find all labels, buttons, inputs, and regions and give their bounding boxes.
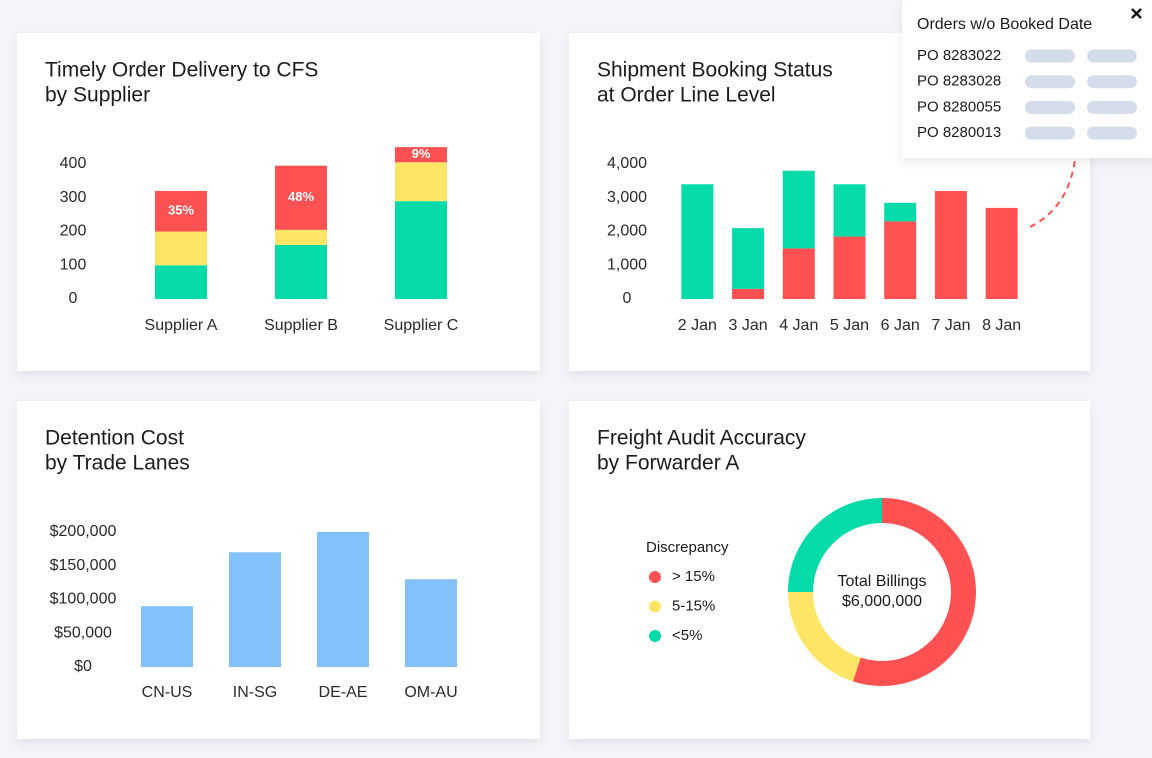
legend-label: <5%	[672, 627, 702, 644]
bar-segment	[732, 228, 765, 289]
bar-segment	[395, 162, 447, 202]
po-number: PO 8283022	[917, 47, 1001, 64]
bar	[141, 606, 193, 667]
x-tick-label: OM-AU	[404, 684, 457, 701]
chart-title: Detention Cost	[45, 427, 184, 450]
chart-title: Timely Order Delivery to CFS	[45, 59, 318, 82]
close-button[interactable]	[1131, 8, 1142, 19]
popup-title: Orders w/o Booked Date	[917, 16, 1092, 33]
y-tick-label: $0	[74, 658, 92, 675]
chart-title: by Trade Lanes	[45, 452, 190, 475]
y-tick-label: 1,000	[607, 256, 647, 273]
bar-label: 48%	[288, 189, 314, 204]
y-tick-label: 2,000	[607, 223, 647, 240]
bar-label: 9%	[412, 146, 431, 161]
po-number: PO 8280013	[917, 124, 1001, 141]
chart-title: at Order Line Level	[597, 84, 776, 107]
y-tick-label: $200,000	[50, 523, 117, 540]
bar	[405, 579, 457, 667]
y-tick-label: $50,000	[54, 624, 112, 641]
panel	[569, 401, 1090, 739]
y-tick-label: 0	[623, 290, 632, 307]
placeholder	[1025, 100, 1075, 114]
placeholder	[1025, 126, 1075, 140]
x-tick-label: 2 Jan	[678, 317, 717, 334]
bar-segment	[155, 191, 207, 232]
center-label: Total Billings	[838, 573, 927, 590]
y-tick-label: 300	[60, 189, 87, 206]
placeholder	[1087, 49, 1137, 63]
legend-marker	[649, 571, 661, 583]
x-tick-label: CN-US	[142, 684, 193, 701]
y-tick-label: 100	[60, 256, 87, 273]
placeholder	[1025, 75, 1075, 89]
legend-marker	[649, 600, 661, 613]
bar-segment	[782, 170, 815, 249]
legend-label: > 15%	[672, 568, 715, 585]
placeholder	[1087, 126, 1137, 140]
chart-title: Freight Audit Accuracy	[597, 427, 806, 450]
bar-label: 35%	[168, 203, 194, 218]
x-tick-label: 8 Jan	[982, 317, 1021, 334]
legend-label: 5-15%	[672, 597, 715, 614]
bar-segment	[395, 147, 447, 163]
y-tick-label: 0	[69, 290, 78, 307]
center-label: $6,000,000	[842, 593, 922, 610]
chart-title: by Forwarder A	[597, 452, 739, 475]
x-tick-label: 7 Jan	[931, 317, 970, 334]
x-tick-label: Supplier A	[145, 317, 218, 334]
bar-segment	[155, 265, 207, 299]
x-tick-label: IN-SG	[233, 684, 277, 701]
legend-marker	[649, 630, 661, 642]
x-tick-label: DE-AE	[319, 684, 368, 701]
y-tick-label: $150,000	[50, 557, 117, 574]
chart-title: Shipment Booking Status	[597, 59, 833, 82]
bar-segment	[985, 207, 1018, 299]
y-tick-label: $100,000	[50, 591, 117, 608]
x-tick-label: 6 Jan	[881, 317, 920, 334]
bar-segment	[934, 191, 967, 299]
bar-segment	[275, 245, 327, 299]
bar	[229, 552, 281, 667]
bar-segment	[884, 202, 917, 222]
bar-segment	[681, 184, 714, 299]
chart-title: by Supplier	[45, 84, 150, 107]
bar-segment	[155, 231, 207, 266]
x-tick-label: Supplier C	[384, 317, 459, 334]
x-tick-label: 4 Jan	[779, 317, 818, 334]
x-tick-label: Supplier B	[264, 317, 338, 334]
donut-segment	[788, 498, 882, 592]
placeholder	[1025, 49, 1075, 63]
y-tick-label: 3,000	[607, 189, 647, 206]
x-tick-label: 5 Jan	[830, 317, 869, 334]
bar-segment	[833, 184, 866, 237]
po-number: PO 8280055	[917, 98, 1001, 115]
donut-segment	[852, 498, 976, 686]
y-tick-label: 200	[60, 223, 87, 240]
bar-segment	[732, 288, 765, 299]
bar-segment	[275, 165, 327, 230]
bar-segment	[833, 236, 866, 299]
popup-rows: PO 8283022 PO 8283028 PO 8280055 PO 8280013	[917, 47, 1137, 141]
donut-segment	[788, 592, 861, 682]
bar-segment	[275, 229, 327, 245]
placeholder	[1087, 100, 1137, 114]
y-tick-label: 4,000	[607, 155, 647, 172]
y-tick-label: 400	[60, 155, 87, 172]
legend-title: Discrepancy	[646, 539, 729, 556]
bar-segment	[395, 201, 447, 299]
bar-segment	[884, 221, 917, 299]
x-tick-label: 3 Jan	[729, 317, 768, 334]
bar-segment	[782, 248, 815, 299]
placeholder	[1087, 75, 1137, 89]
bar	[317, 532, 369, 667]
po-number: PO 8283028	[917, 73, 1001, 90]
